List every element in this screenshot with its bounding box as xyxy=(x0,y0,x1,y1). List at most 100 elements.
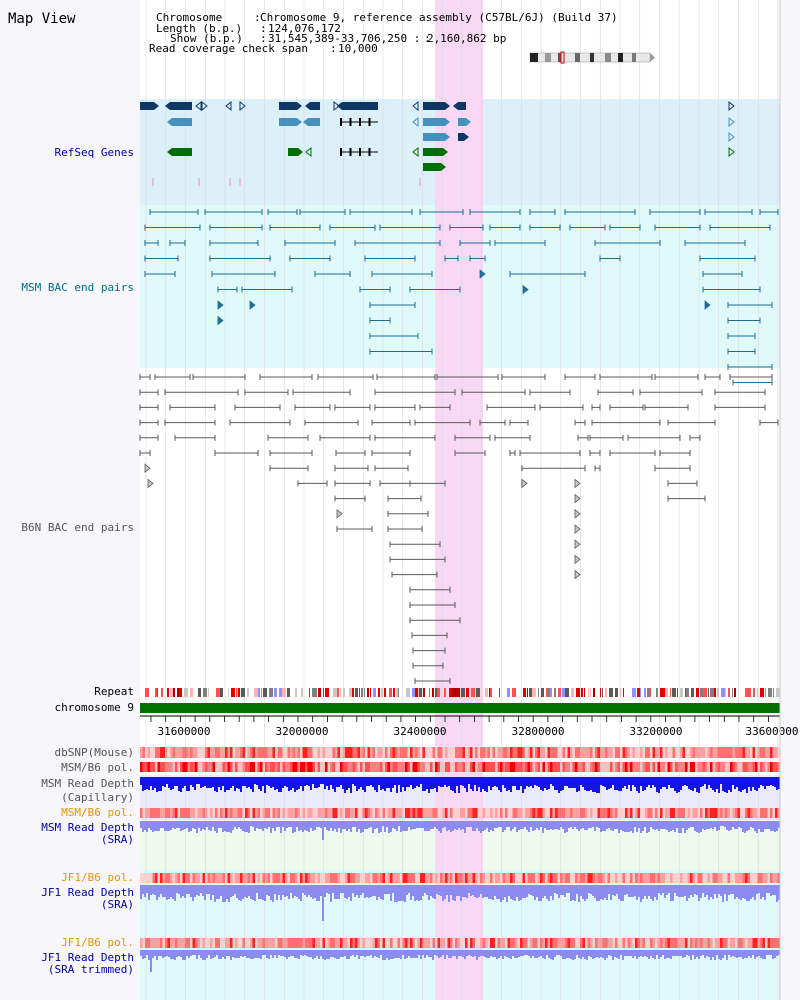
bac-end-pair[interactable] xyxy=(314,271,351,277)
bac-end-pair[interactable] xyxy=(659,450,691,456)
bac-end-pair[interactable] xyxy=(449,224,484,231)
bac-end-pair[interactable] xyxy=(594,465,601,472)
bac-end-pair[interactable] xyxy=(759,209,779,215)
bac-end-pair[interactable] xyxy=(284,240,336,246)
bac-end-pair[interactable] xyxy=(354,240,441,246)
bac-end-pair[interactable] xyxy=(569,224,606,231)
bac-end-pair[interactable] xyxy=(419,209,464,215)
refseq-gene[interactable] xyxy=(340,148,378,156)
refseq-gene[interactable] xyxy=(423,163,446,171)
b6n-bac-pairs-track[interactable] xyxy=(139,374,779,684)
msm-bac-pairs-track[interactable] xyxy=(144,209,779,386)
gene-arrow[interactable] xyxy=(225,100,232,112)
bac-end-pair[interactable] xyxy=(704,209,753,215)
bac-end-pair[interactable] xyxy=(409,602,456,608)
bac-end-pair[interactable] xyxy=(214,450,259,456)
bac-end-pair[interactable] xyxy=(144,463,151,474)
bac-end-pair[interactable] xyxy=(599,374,653,380)
jf1-b6-pol-label-2[interactable]: JF1/B6 pol. xyxy=(61,936,134,949)
bac-end-pair[interactable] xyxy=(229,419,291,426)
bac-end-pair[interactable] xyxy=(139,389,159,396)
bac-end-pair[interactable] xyxy=(169,404,216,411)
bac-end-pair[interactable] xyxy=(574,508,581,519)
bac-end-pair[interactable] xyxy=(609,450,656,456)
bac-end-pair[interactable] xyxy=(139,419,159,426)
refseq-gene[interactable] xyxy=(167,148,192,156)
bac-end-pair[interactable] xyxy=(574,554,581,565)
bac-end-pair[interactable] xyxy=(599,255,621,262)
bac-end-pair[interactable] xyxy=(609,224,641,231)
refseq-gene[interactable] xyxy=(279,102,302,110)
bac-end-pair[interactable] xyxy=(414,419,471,426)
jf1-depth-trim-label-1[interactable]: JF1 Read Depth xyxy=(41,951,134,964)
bac-end-pair[interactable] xyxy=(729,374,773,380)
refseq-gene[interactable] xyxy=(458,133,469,141)
bac-end-pair[interactable] xyxy=(144,224,201,231)
bac-end-pair[interactable] xyxy=(759,419,779,426)
gene-arrow[interactable] xyxy=(195,100,202,112)
bac-end-pair[interactable] xyxy=(667,495,706,502)
bac-end-pair[interactable] xyxy=(249,300,256,310)
bac-end-pair[interactable] xyxy=(609,404,644,411)
bac-end-pair[interactable] xyxy=(409,286,461,293)
bac-end-pair[interactable] xyxy=(334,404,371,411)
bac-end-pair[interactable] xyxy=(709,224,771,231)
bac-end-pair[interactable] xyxy=(714,389,766,396)
bac-end-pair[interactable] xyxy=(371,450,411,456)
bac-end-pair[interactable] xyxy=(144,271,176,277)
bac-end-pair[interactable] xyxy=(727,317,761,324)
msm-b6-pol-heatmap-2[interactable] xyxy=(140,808,781,818)
bac-end-pair[interactable] xyxy=(359,286,391,293)
bac-end-pair[interactable] xyxy=(454,450,486,456)
bac-end-pair[interactable] xyxy=(591,419,661,426)
gene-arrow[interactable] xyxy=(728,100,735,112)
bac-end-pair[interactable] xyxy=(704,374,721,380)
bac-end-pair[interactable] xyxy=(494,240,546,246)
bac-end-pair[interactable] xyxy=(654,465,691,472)
bac-end-pair[interactable] xyxy=(591,404,601,411)
bac-end-pair[interactable] xyxy=(529,224,561,231)
bac-end-pair[interactable] xyxy=(529,389,571,396)
jf1-depth-sra-label-1[interactable]: JF1 Read Depth xyxy=(41,886,134,899)
bac-end-pair[interactable] xyxy=(509,271,586,277)
bac-end-pair[interactable] xyxy=(164,389,239,396)
bac-end-pair[interactable] xyxy=(234,404,281,411)
gene-arrow[interactable] xyxy=(305,146,312,158)
bac-end-pair[interactable] xyxy=(217,315,224,326)
bac-end-pair[interactable] xyxy=(292,389,351,396)
bac-end-pair[interactable] xyxy=(374,404,416,411)
bac-end-pair[interactable] xyxy=(654,374,699,380)
bac-end-pair[interactable] xyxy=(374,434,436,441)
bac-end-pair[interactable] xyxy=(329,224,376,231)
msm-depth-capillary[interactable] xyxy=(140,777,780,793)
bac-end-pair[interactable] xyxy=(204,209,263,215)
bac-end-pair[interactable] xyxy=(139,450,151,456)
bac-end-pair[interactable] xyxy=(689,434,701,441)
msm-b6-pol-label-2[interactable]: MSM/B6 pol. xyxy=(61,806,134,819)
bac-end-pair[interactable] xyxy=(727,333,756,339)
bac-end-pair[interactable] xyxy=(244,389,289,396)
bac-end-pair[interactable] xyxy=(494,434,531,441)
bac-end-pair[interactable] xyxy=(574,539,581,550)
bac-end-pair[interactable] xyxy=(267,434,309,441)
bac-end-pair[interactable] xyxy=(412,647,446,654)
bac-end-pair[interactable] xyxy=(144,240,159,246)
bac-end-pair[interactable] xyxy=(389,556,446,563)
bac-end-pair[interactable] xyxy=(174,434,216,441)
bac-end-pair[interactable] xyxy=(699,255,756,262)
bac-end-pair[interactable] xyxy=(574,419,586,426)
bac-end-pair[interactable] xyxy=(469,255,486,262)
msm-depth-sra-label-1[interactable]: MSM Read Depth xyxy=(41,821,134,834)
bac-end-pair[interactable] xyxy=(444,255,459,262)
msm-depth-sra[interactable] xyxy=(140,821,780,840)
bac-end-pair[interactable] xyxy=(574,493,581,504)
bac-end-pair[interactable] xyxy=(387,495,422,502)
gene-arrow[interactable] xyxy=(728,116,735,128)
gene-arrow[interactable] xyxy=(333,100,340,112)
bac-end-pair[interactable] xyxy=(379,224,441,231)
bac-end-pair[interactable] xyxy=(436,374,499,380)
refseq-gene[interactable] xyxy=(165,102,192,110)
refseq-gene[interactable] xyxy=(288,148,303,156)
b6n-bac-label[interactable]: B6N BAC end pairs xyxy=(21,521,134,534)
bac-end-pair[interactable] xyxy=(732,379,773,386)
